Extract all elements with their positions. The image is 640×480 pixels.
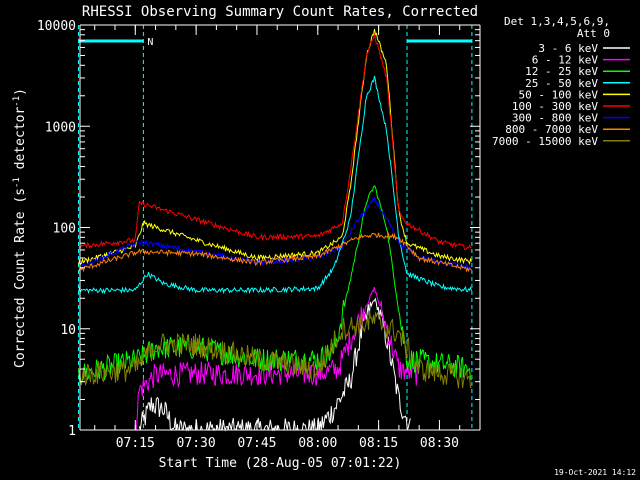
annotation-label: N	[147, 37, 153, 48]
y-tick-label: 1000	[45, 120, 76, 135]
x-tick-label: 08:15	[359, 436, 398, 451]
chart-title: RHESSI Observing Summary Count Rates, Co…	[82, 4, 478, 20]
legend-label: 800 - 7000 keV	[505, 123, 598, 136]
plot-area: N 1 10 100 1000 10000 07:15 07:30 07:45 08:00 08:1…	[37, 19, 481, 451]
legend-header: Det 1,3,4,5,6,9,	[504, 15, 610, 28]
legend-label: 3 - 6 keV	[538, 42, 598, 55]
y-axis-label: Corrected Count Rate (s-1 detector-1)	[12, 88, 28, 368]
series-line	[135, 286, 419, 431]
y-tick-label: 10	[60, 323, 76, 338]
legend-label: 50 - 100 keV	[519, 88, 599, 101]
generation-timestamp: 19-Oct-2021 14:12	[554, 468, 636, 477]
legend-label: 100 - 300 keV	[512, 100, 598, 113]
series-line	[78, 196, 472, 272]
series-line	[78, 232, 472, 273]
legend-label: 300 - 800 keV	[512, 112, 598, 125]
x-tick-label: 07:15	[116, 436, 155, 451]
y-tick-label: 1	[68, 424, 76, 439]
x-tick-label: 08:00	[298, 436, 337, 451]
series-line	[78, 75, 472, 295]
y-tick-label: 10000	[37, 19, 76, 34]
series-line	[78, 310, 472, 389]
x-tick-label: 07:45	[237, 436, 276, 451]
y-tick-label: 100	[53, 222, 76, 237]
x-axis-label: Start Time (28-Aug-05 07:01:22)	[159, 456, 402, 471]
legend-label: 25 - 50 keV	[525, 77, 598, 90]
series-line	[78, 28, 472, 266]
legend-label: 12 - 25 keV	[525, 65, 598, 78]
x-tick-label: 08:30	[420, 436, 459, 451]
series-line	[78, 33, 472, 251]
legend-header: Att 0	[577, 27, 610, 40]
legend-label: 6 - 12 keV	[532, 54, 599, 67]
legend-label: 7000 - 15000 keV	[492, 135, 598, 148]
x-tick-label: 07:30	[177, 436, 216, 451]
